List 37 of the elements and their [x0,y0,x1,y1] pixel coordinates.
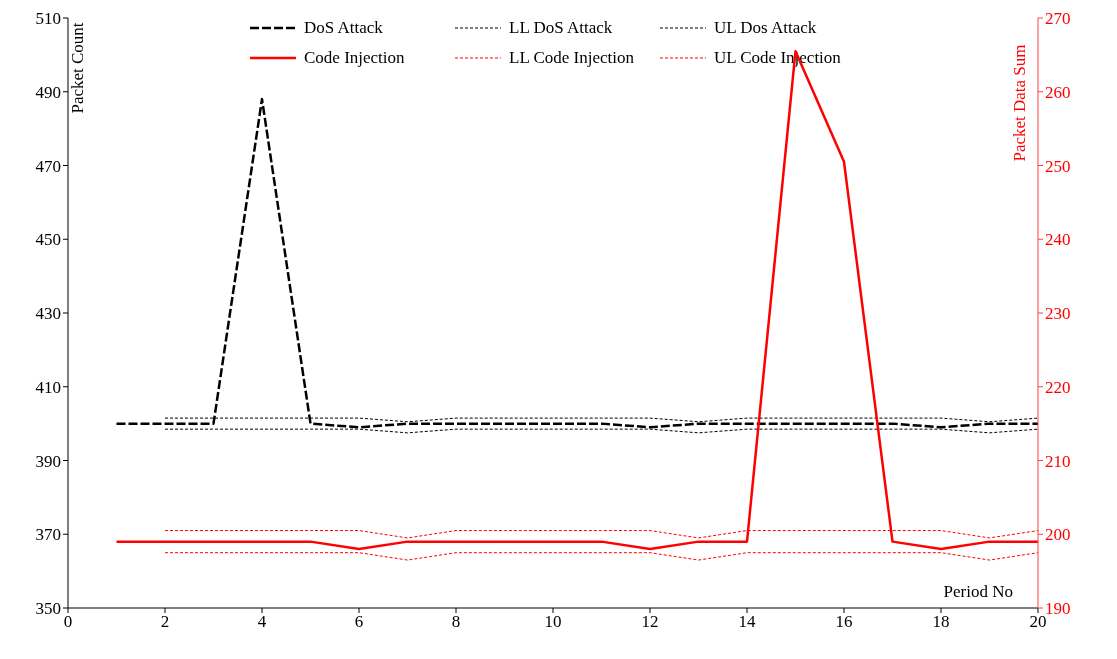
legend-label: LL DoS Attack [509,18,613,38]
y2-tick-label: 200 [1045,525,1071,545]
x-tick-label: 6 [354,612,364,632]
y-tick-label: 450 [35,230,61,250]
y2-tick-label: 190 [1045,599,1071,619]
y-tick-label: 390 [35,451,61,471]
y-tick-label: 410 [35,377,61,397]
x-tick-label: 20 [1029,612,1047,632]
x-tick-label: 0 [63,612,73,632]
y2-tick-label: 210 [1045,451,1071,471]
y-axis-title: Packet Count [68,22,88,114]
x-tick-label: 16 [835,612,853,632]
x-axis-title: Period No [943,582,1013,602]
y2-tick-label: 240 [1045,230,1071,250]
x-tick-label: 2 [160,612,170,632]
y-tick-label: 350 [35,599,61,619]
legend-label: LL Code Injection [509,48,634,68]
y-tick-label: 370 [35,525,61,545]
x-tick-label: 4 [257,612,267,632]
y2-axis-title: Packet Data Sum [1010,44,1030,162]
y-tick-label: 490 [35,82,61,102]
y-tick-label: 430 [35,304,61,324]
x-tick-label: 12 [641,612,659,632]
y2-tick-label: 260 [1045,82,1071,102]
x-tick-label: 18 [932,612,950,632]
x-tick-label: 10 [544,612,562,632]
y2-tick-label: 250 [1045,156,1071,176]
y-tick-label: 510 [35,9,61,29]
x-tick-label: 8 [451,612,461,632]
y2-tick-label: 270 [1045,9,1071,29]
y2-tick-label: 230 [1045,304,1071,324]
legend-label: Code Injection [304,48,405,68]
x-tick-label: 14 [738,612,756,632]
y2-tick-label: 220 [1045,377,1071,397]
legend-label: DoS Attack [304,18,383,38]
y-tick-label: 470 [35,156,61,176]
legend-label: UL Dos Attack [714,18,817,38]
